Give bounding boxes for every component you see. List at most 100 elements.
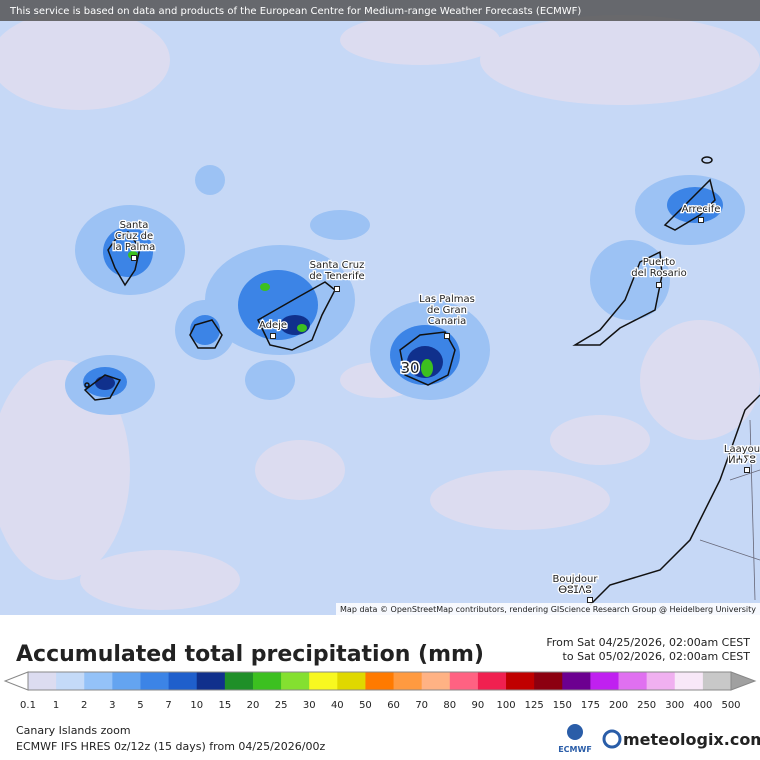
color-swatch: [224, 672, 254, 690]
city-marker: [656, 282, 662, 288]
legend-tick-label: 150: [553, 700, 572, 711]
city-label: ⴱⵓⵊⴷⵓ: [558, 585, 591, 596]
contour-label: 30: [400, 359, 419, 377]
legend-tick-label: 40: [331, 700, 344, 711]
color-swatch: [506, 672, 535, 690]
color-swatch: [84, 672, 113, 690]
legend-tick-label: 125: [525, 700, 544, 711]
legend-tick-label: 3: [109, 700, 115, 711]
colorbar-frame: [27, 671, 732, 691]
city-label: Santa Cruz: [310, 260, 365, 271]
color-swatch: [477, 672, 507, 690]
ecmwf-logo: ECMWF: [558, 745, 592, 754]
color-swatch: [281, 672, 310, 690]
legend-tick-label: 300: [665, 700, 684, 711]
dry-areas: [0, 10, 760, 610]
under-arrow: [3, 671, 29, 691]
legend-tick-label: 50: [359, 700, 372, 711]
color-swatch: [590, 672, 620, 690]
legend-tick-label: 10: [190, 700, 203, 711]
coastlines: [83, 156, 760, 606]
color-swatch: [309, 672, 338, 690]
color-swatch: [562, 672, 591, 690]
legend: Accumulated total precipitation (mm) Fro…: [3, 636, 760, 754]
ecmwf-icon: [567, 724, 583, 740]
peak-rain-areas: [128, 251, 433, 377]
city-label: de Gran: [427, 305, 467, 316]
city-label: la Palma: [113, 242, 155, 253]
notice-bar: [0, 0, 760, 21]
legend-tick-label: 250: [637, 700, 656, 711]
period-end: to Sat 05/02/2026, 02:00am CEST: [563, 650, 751, 663]
city-marker: [744, 467, 750, 473]
color-swatch: [252, 672, 282, 690]
legend-tick-label: 175: [581, 700, 600, 711]
city-label: Canaria: [428, 316, 467, 327]
region: Canary Islands zoom: [16, 724, 131, 737]
legend-tick-label: 15: [218, 700, 231, 711]
legend-tick-label: 25: [275, 700, 288, 711]
legend-tick-label: 30: [303, 700, 316, 711]
color-swatch: [618, 672, 648, 690]
city-marker: [334, 286, 340, 292]
legend-tick-label: 2: [81, 700, 87, 711]
city-label: Adeje: [259, 320, 287, 331]
legend-tick-label: 5: [137, 700, 143, 711]
color-swatch: [112, 672, 141, 690]
meteologix-icon: [602, 729, 622, 749]
city-marker: [698, 217, 704, 223]
color-swatch: [421, 672, 451, 690]
city-label: Santa: [120, 220, 149, 231]
legend-tick-label: 0.1: [20, 700, 36, 711]
meteologix-logo: meteologix.com: [623, 730, 760, 749]
legend-tick-label: 400: [693, 700, 712, 711]
legend-tick-label: 500: [721, 700, 740, 711]
city-marker: [587, 597, 593, 603]
color-swatch: [646, 672, 676, 690]
legend-tick-label: 70: [415, 700, 428, 711]
borders: [699, 419, 760, 601]
legend-tick-label: 60: [387, 700, 400, 711]
city-label: del Rosario: [631, 268, 686, 279]
attribution: Map data © OpenStreetMap contributors, r…: [340, 605, 756, 614]
city-label: Las Palmas: [419, 294, 475, 305]
color-swatch: [140, 672, 170, 690]
color-swatch: [168, 672, 198, 690]
city-label: ⵍⵄⵢⵓ: [728, 455, 756, 466]
color-swatch: [337, 672, 366, 690]
city-label: Arrecife: [682, 204, 721, 215]
attribution-bg: [336, 603, 760, 615]
period-start: From Sat 04/25/2026, 02:00am CEST: [546, 636, 750, 649]
color-swatch: [365, 672, 395, 690]
legend-tick-label: 90: [472, 700, 485, 711]
city-marker: [270, 333, 276, 339]
city-label: Boujdour: [552, 574, 598, 585]
legend-tick-label: 20: [247, 700, 260, 711]
legend-tick-label: 80: [443, 700, 456, 711]
notice: This service is based on data and produc…: [9, 6, 581, 17]
legend-tick-label: 200: [609, 700, 628, 711]
legend-tick-label: 100: [496, 700, 515, 711]
legend-tick-label: 7: [165, 700, 171, 711]
model: ECMWF IFS HRES 0z/12z (15 days) from 04/…: [16, 740, 326, 753]
city-marker: [131, 255, 137, 261]
legend-title: Accumulated total precipitation (mm): [16, 642, 484, 667]
color-swatch: [534, 672, 563, 690]
color-swatch: [196, 672, 226, 690]
color-swatch: [56, 672, 85, 690]
city-label: de Tenerife: [309, 271, 364, 282]
city-label: Cruz de: [115, 231, 153, 242]
color-swatch: [449, 672, 479, 690]
color-swatch: [702, 672, 732, 690]
color-swatch: [393, 672, 423, 690]
city-label: Laayou: [724, 444, 760, 455]
city-marker: [444, 333, 450, 339]
color-swatch: [674, 672, 704, 690]
color-swatch: [28, 672, 57, 690]
colorbar: 0.1 1 2 3 5 7 10 15 20 25 30 40 50 60 70 80 90 100 125 150 1…: [3, 671, 757, 711]
city-label: Puerto: [643, 257, 676, 268]
legend-tick-label: 1: [53, 700, 59, 711]
